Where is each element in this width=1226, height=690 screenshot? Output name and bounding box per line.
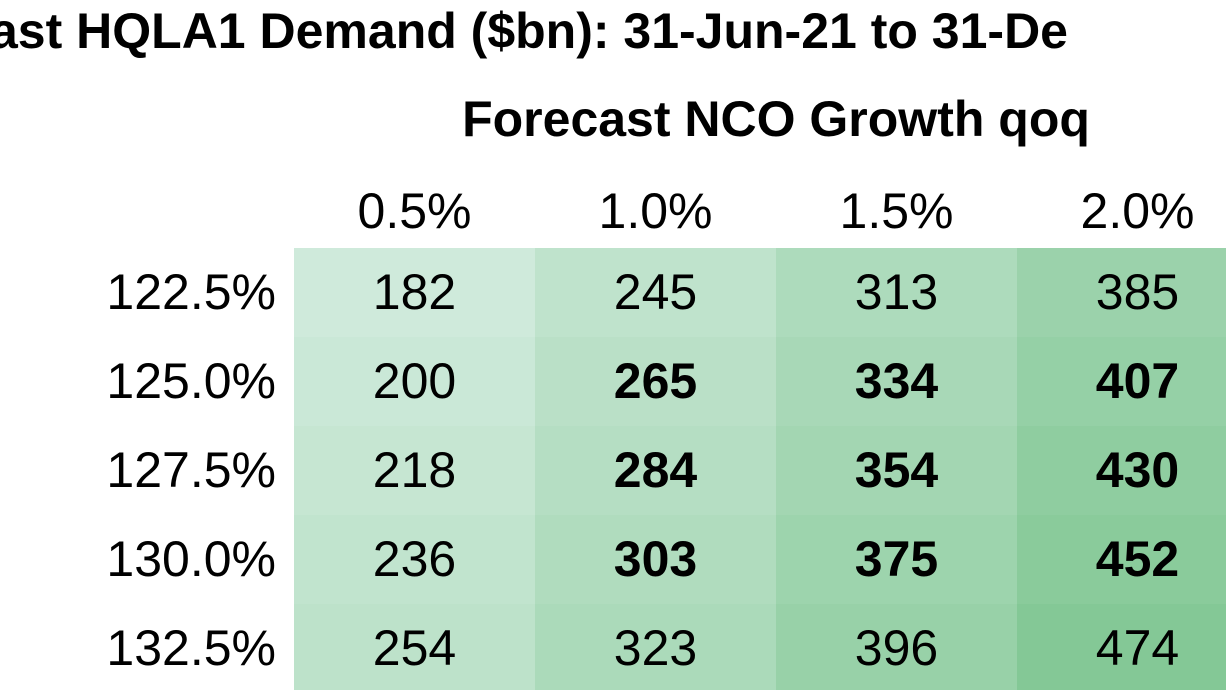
table-cell: 385: [1017, 248, 1226, 337]
row-header: 122.5%: [106, 264, 276, 320]
column-header: 1.5%: [839, 183, 954, 239]
table-cell: 265: [535, 337, 776, 426]
table-cell: 474: [1017, 604, 1226, 690]
column-group-header: Forecast NCO Growth qoq: [462, 91, 1090, 147]
column-header: 0.5%: [357, 183, 472, 239]
table-cell: 236: [294, 515, 535, 604]
column-header: 2.0%: [1080, 183, 1195, 239]
column-header: 1.0%: [598, 183, 713, 239]
table-cell: 313: [776, 248, 1017, 337]
row-header: 127.5%: [106, 442, 276, 498]
row-header: 130.0%: [106, 531, 276, 587]
table-cell: 303: [535, 515, 776, 604]
table-cell: 354: [776, 426, 1017, 515]
table-cell: 245: [535, 248, 776, 337]
row-header: 125.0%: [106, 353, 276, 409]
table-cell: 323: [535, 604, 776, 690]
table-cell: 334: [776, 337, 1017, 426]
row-header: 132.5%: [106, 620, 276, 676]
table-cell: 254: [294, 604, 535, 690]
table-cell: 396: [776, 604, 1017, 690]
table-cell: 284: [535, 426, 776, 515]
table-cell: 375: [776, 515, 1017, 604]
table-cell: 430: [1017, 426, 1226, 515]
table-cell: 407: [1017, 337, 1226, 426]
table-cell: 452: [1017, 515, 1226, 604]
table-cell: 218: [294, 426, 535, 515]
table-cell: 182: [294, 248, 535, 337]
table-cell: 200: [294, 337, 535, 426]
table-title: ast HQLA1 Demand ($bn): 31-Jun-21 to 31-…: [0, 3, 1068, 59]
